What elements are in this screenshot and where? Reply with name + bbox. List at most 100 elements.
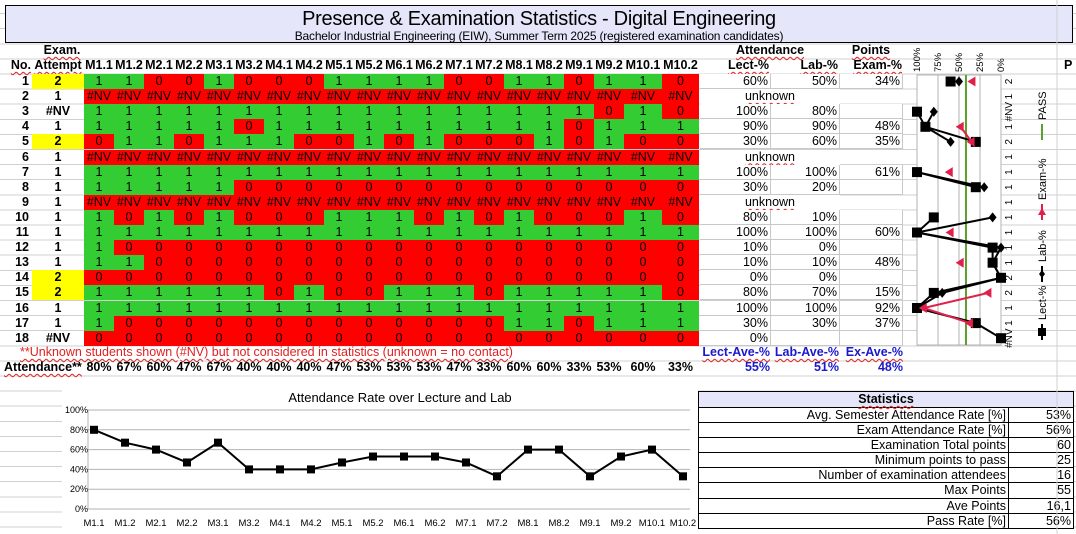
attendance-cell[interactable]: 1 <box>324 300 354 316</box>
attendance-cell[interactable]: 1 <box>662 300 699 316</box>
attendance-cell[interactable]: 1 <box>504 164 534 180</box>
attendance-cell[interactable]: 0 <box>144 330 174 346</box>
attendance-cell[interactable]: 0 <box>504 330 534 346</box>
attendance-cell[interactable]: 0 <box>294 255 324 271</box>
attendance-cell[interactable]: 0 <box>444 74 474 90</box>
attendance-cell[interactable]: 0 <box>84 134 114 150</box>
attendance-cell[interactable]: 1 <box>564 164 594 180</box>
attendance-cell[interactable]: 1 <box>504 119 534 135</box>
attendance-cell[interactable]: 0 <box>234 179 264 195</box>
attendance-cell[interactable]: #NV <box>624 194 662 210</box>
attendance-cell[interactable]: 0 <box>294 209 324 225</box>
attendance-cell[interactable]: 0 <box>174 74 204 90</box>
attendance-cell[interactable]: 1 <box>384 300 414 316</box>
attendance-cell[interactable]: 1 <box>144 104 174 120</box>
attendance-cell[interactable]: 1 <box>294 285 324 301</box>
attendance-cell[interactable]: 0 <box>234 255 264 271</box>
attendance-cell[interactable]: 0 <box>264 255 294 271</box>
attendance-cell[interactable]: 1 <box>534 104 564 120</box>
attendance-cell[interactable]: 0 <box>324 179 354 195</box>
attendance-cell[interactable]: 1 <box>84 209 114 225</box>
attendance-cell[interactable]: 1 <box>384 285 414 301</box>
attendance-cell[interactable]: 0 <box>114 270 144 286</box>
attendance-cell[interactable]: 1 <box>594 119 624 135</box>
attendance-cell[interactable]: 1 <box>504 300 534 316</box>
attendance-cell[interactable]: 0 <box>324 330 354 346</box>
attendance-cell[interactable]: 0 <box>444 240 474 256</box>
attendance-cell[interactable]: 1 <box>144 164 174 180</box>
attendance-cell[interactable]: 1 <box>114 255 144 271</box>
attendance-cell[interactable]: 0 <box>534 240 564 256</box>
attendance-cell[interactable]: 1 <box>624 119 662 135</box>
attendance-cell[interactable]: 0 <box>294 179 324 195</box>
attendance-cell[interactable]: 1 <box>84 104 114 120</box>
attendance-cell[interactable]: 1 <box>204 300 234 316</box>
attendance-cell[interactable]: 1 <box>624 300 662 316</box>
attendance-cell[interactable]: 0 <box>474 240 504 256</box>
attendance-cell[interactable]: #NV <box>114 89 144 105</box>
attendance-cell[interactable]: 0 <box>504 240 534 256</box>
attendance-cell[interactable]: 1 <box>624 104 662 120</box>
attendance-cell[interactable]: 0 <box>534 330 564 346</box>
attendance-cell[interactable]: 0 <box>354 240 384 256</box>
attendance-cell[interactable]: 0 <box>474 179 504 195</box>
attendance-cell[interactable]: 0 <box>384 179 414 195</box>
attendance-cell[interactable]: 1 <box>234 225 264 241</box>
attendance-cell[interactable]: #NV <box>204 194 234 210</box>
attendance-cell[interactable]: #NV <box>264 194 294 210</box>
attendance-cell[interactable]: 0 <box>564 74 594 90</box>
attendance-cell[interactable]: #NV <box>84 89 114 105</box>
attendance-cell[interactable]: 0 <box>662 240 699 256</box>
attendance-cell[interactable]: 0 <box>114 209 144 225</box>
exam-attempt[interactable]: 1 <box>54 255 62 270</box>
attendance-cell[interactable]: 1 <box>84 179 114 195</box>
attendance-cell[interactable]: 0 <box>594 255 624 271</box>
attendance-cell[interactable]: 0 <box>294 270 324 286</box>
attendance-cell[interactable]: 0 <box>324 270 354 286</box>
attendance-cell[interactable]: 1 <box>114 285 144 301</box>
attendance-cell[interactable]: 1 <box>384 104 414 120</box>
attendance-cell[interactable]: #NV <box>384 89 414 105</box>
attendance-cell[interactable]: 1 <box>204 119 234 135</box>
attendance-cell[interactable]: 0 <box>534 209 564 225</box>
attendance-cell[interactable]: #NV <box>594 89 624 105</box>
attendance-cell[interactable]: 0 <box>264 315 294 331</box>
attendance-cell[interactable]: 1 <box>624 225 662 241</box>
attendance-cell[interactable]: 0 <box>264 285 294 301</box>
attendance-cell[interactable]: 0 <box>294 74 324 90</box>
attendance-cell[interactable]: 1 <box>204 134 234 150</box>
attendance-cell[interactable]: 0 <box>504 134 534 150</box>
attendance-cell[interactable]: 0 <box>384 240 414 256</box>
attendance-cell[interactable]: #NV <box>444 149 474 165</box>
attendance-cell[interactable]: 1 <box>174 119 204 135</box>
attendance-cell[interactable]: 1 <box>144 119 174 135</box>
attendance-cell[interactable]: 1 <box>174 104 204 120</box>
attendance-cell[interactable]: 0 <box>84 330 114 346</box>
attendance-cell[interactable]: 1 <box>624 285 662 301</box>
attendance-cell[interactable]: #NV <box>234 194 264 210</box>
exam-attempt[interactable]: 1 <box>54 149 62 164</box>
attendance-cell[interactable]: #NV <box>354 89 384 105</box>
attendance-cell[interactable]: #NV <box>594 149 624 165</box>
attendance-cell[interactable]: #NV <box>294 89 324 105</box>
attendance-cell[interactable]: 1 <box>114 134 144 150</box>
attendance-cell[interactable]: 1 <box>594 164 624 180</box>
attendance-cell[interactable]: #NV <box>564 149 594 165</box>
attendance-cell[interactable]: 0 <box>354 270 384 286</box>
attendance-cell[interactable]: 1 <box>504 285 534 301</box>
attendance-cell[interactable]: 0 <box>384 255 414 271</box>
attendance-cell[interactable]: 0 <box>174 255 204 271</box>
attendance-cell[interactable]: 0 <box>474 330 504 346</box>
attendance-cell[interactable]: 1 <box>444 285 474 301</box>
attendance-cell[interactable]: #NV <box>504 194 534 210</box>
attendance-cell[interactable]: 0 <box>144 315 174 331</box>
attendance-cell[interactable]: 0 <box>662 74 699 90</box>
attendance-cell[interactable]: 1 <box>414 74 444 90</box>
attendance-cell[interactable]: 0 <box>114 240 144 256</box>
attendance-cell[interactable]: 1 <box>354 164 384 180</box>
attendance-cell[interactable]: 0 <box>444 330 474 346</box>
attendance-cell[interactable]: 1 <box>324 104 354 120</box>
attendance-cell[interactable]: 1 <box>264 225 294 241</box>
attendance-cell[interactable]: #NV <box>624 149 662 165</box>
attendance-cell[interactable]: 1 <box>204 74 234 90</box>
